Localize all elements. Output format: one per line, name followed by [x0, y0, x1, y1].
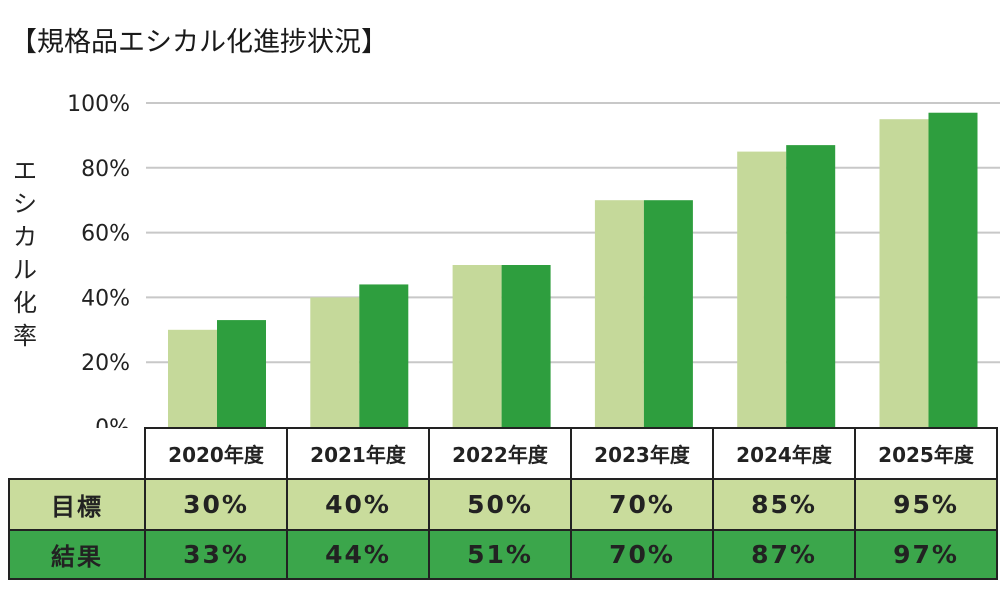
bar-target — [452, 265, 502, 427]
row-label: 結果 — [8, 529, 146, 580]
target-row: 目標 30% 40% 50% 70% 85% 95% — [8, 478, 998, 531]
data-label: 70% — [570, 529, 714, 580]
bar-target — [168, 329, 217, 427]
category-label: 2025年度 — [854, 427, 998, 480]
data-label: 30% — [144, 478, 288, 531]
data-table: 2020年度 2021年度 2022年度 2023年度 2024年度 2025年度 目標 … — [8, 427, 998, 580]
category-label: 2020年度 — [144, 427, 288, 480]
category-label: 2022年度 — [428, 427, 572, 480]
chart-title: 【規格品エシカル化進捗状況】 — [10, 27, 388, 58]
bar-result — [217, 320, 266, 427]
data-label: 85% — [712, 478, 856, 531]
bar-result — [643, 200, 693, 427]
bar-target — [737, 151, 787, 427]
category-label: 2024年度 — [712, 427, 856, 480]
blank-cell — [9, 428, 145, 480]
category-label: 2021年度 — [286, 427, 430, 480]
bar-result — [786, 145, 836, 427]
data-label: 87% — [712, 529, 856, 580]
bar-result — [501, 265, 551, 427]
header-row: 2020年度 2021年度 2022年度 2023年度 2024年度 2025年度 — [9, 427, 998, 480]
y-tick-label: 100% — [67, 92, 130, 117]
y-axis-label: エシカル化率 — [13, 157, 37, 350]
data-label: 40% — [286, 478, 430, 531]
bar-target — [310, 297, 360, 427]
data-label: 33% — [144, 529, 288, 580]
result-row: 結果 33% 44% 51% 70% 87% 97% — [8, 529, 998, 580]
y-tick-label: 60% — [81, 222, 130, 247]
data-label: 51% — [428, 529, 572, 580]
bar-target — [594, 200, 644, 427]
data-label: 50% — [428, 478, 572, 531]
bar-target — [879, 119, 929, 427]
data-label: 97% — [854, 529, 998, 580]
data-label: 44% — [286, 529, 430, 580]
bar-result — [359, 284, 409, 427]
category-label: 2023年度 — [570, 427, 714, 480]
y-tick-label: 40% — [81, 286, 130, 311]
data-label: 70% — [570, 478, 714, 531]
y-tick-label: 80% — [81, 157, 130, 182]
y-tick-label: 20% — [81, 351, 130, 376]
bar-result — [928, 112, 978, 427]
data-label: 95% — [854, 478, 998, 531]
row-label: 目標 — [8, 478, 146, 531]
